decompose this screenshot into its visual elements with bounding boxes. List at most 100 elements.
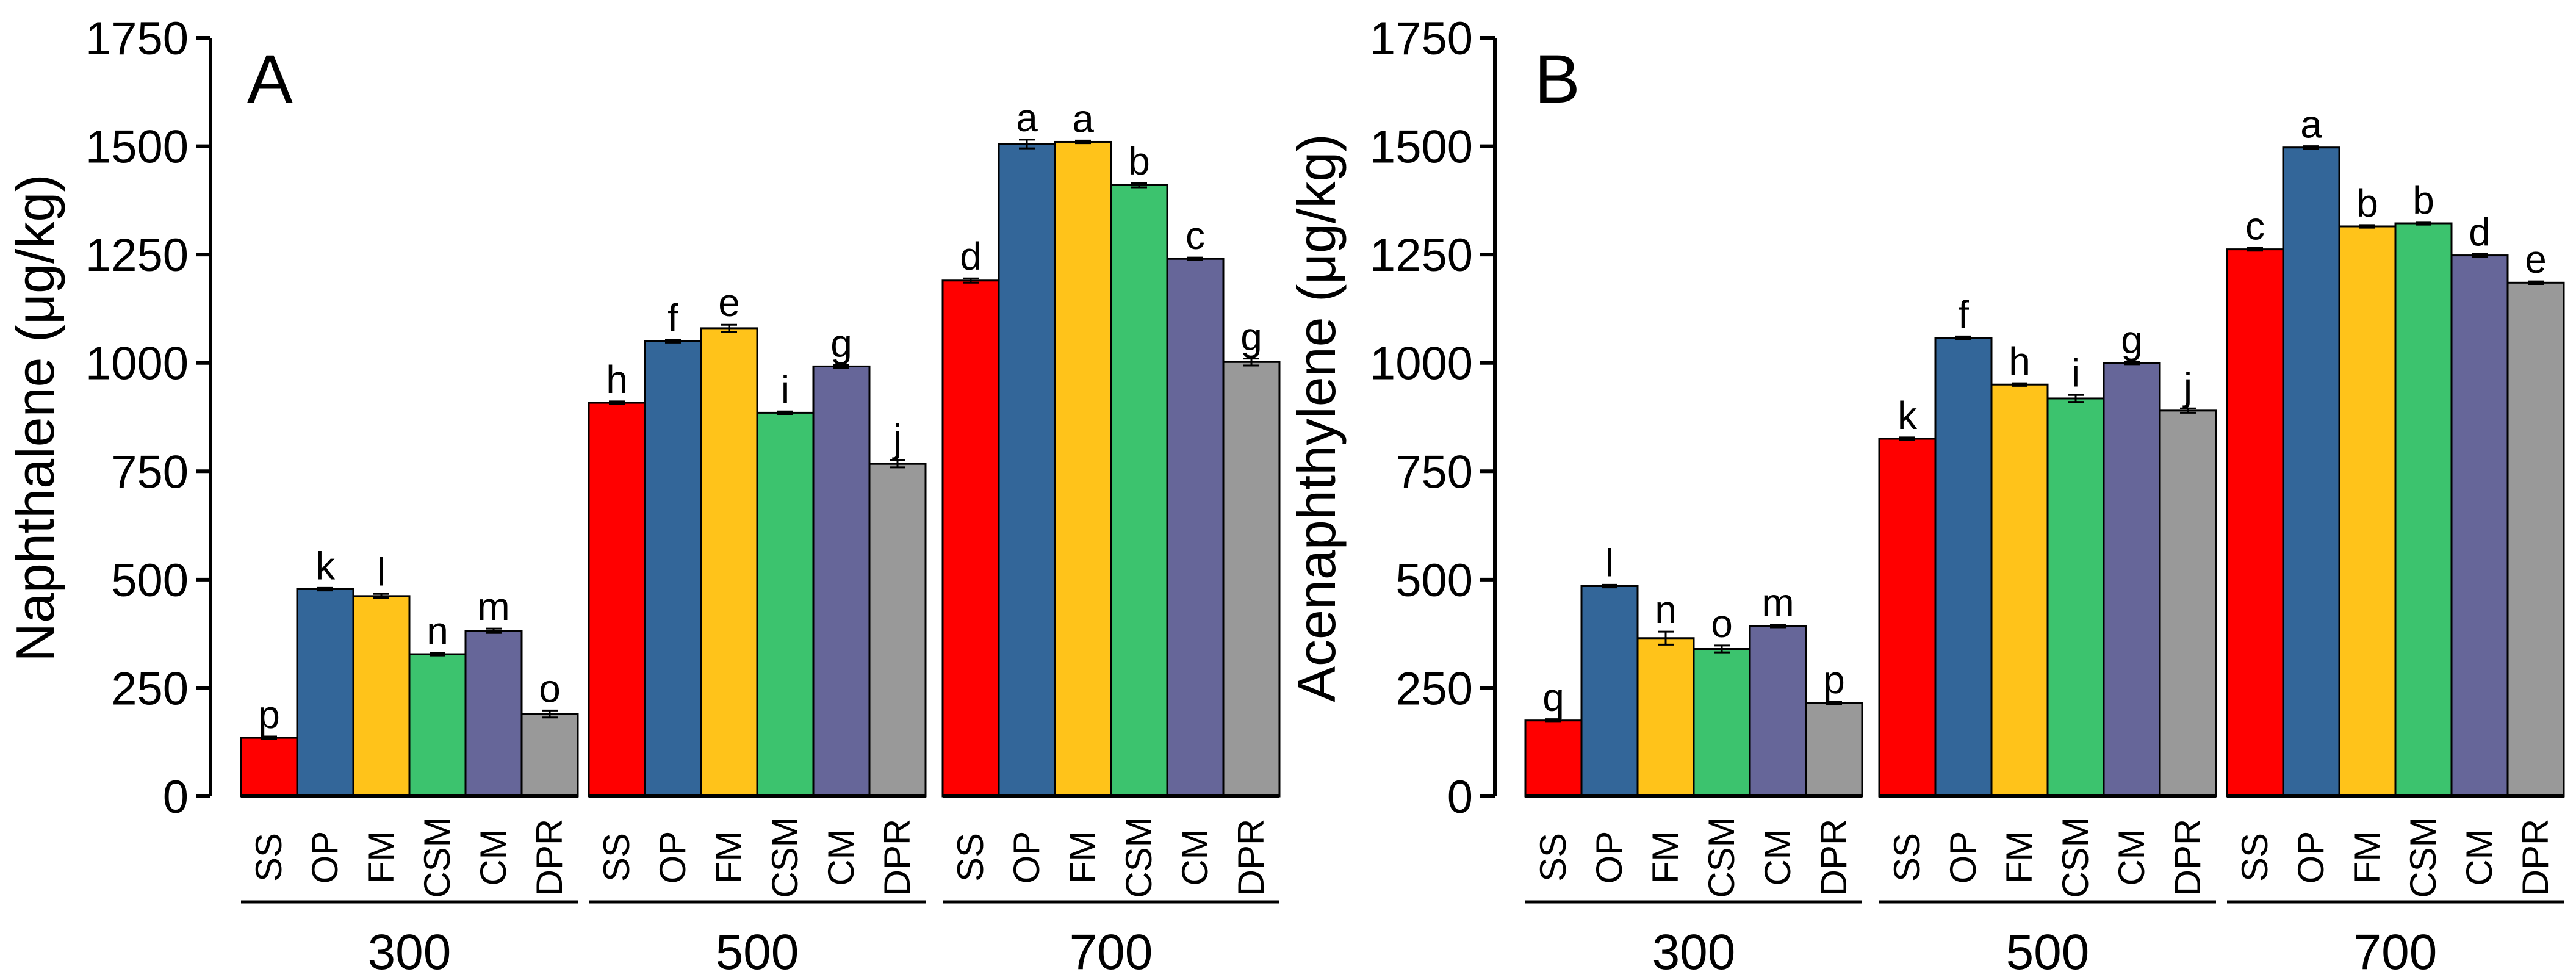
- significance-letter: n: [1655, 588, 1677, 632]
- category-label: FM: [2347, 831, 2387, 884]
- group-label-300: 300: [368, 924, 452, 980]
- significance-letter: n: [426, 609, 448, 653]
- group-label-500: 500: [716, 924, 799, 980]
- significance-letter: o: [1711, 602, 1733, 646]
- bar-700-op: [2282, 146, 2340, 798]
- category-label: CSM: [1118, 816, 1159, 898]
- y-tick-label: 1000: [1370, 338, 1473, 390]
- category-label: SS: [1887, 833, 1927, 882]
- category-label: CSM: [1701, 816, 1742, 898]
- significance-letter: a: [1072, 96, 1094, 140]
- bar-300-cm: [1749, 625, 1807, 798]
- significance-letter: m: [1761, 581, 1794, 625]
- category-label: CM: [2459, 829, 2500, 885]
- bar-500-csm: [756, 411, 815, 798]
- category-label: CM: [473, 829, 514, 885]
- category-label: SS: [950, 833, 991, 882]
- group-label-700: 700: [2354, 924, 2437, 980]
- category-label: OP: [652, 831, 693, 884]
- category-label: FM: [708, 831, 749, 884]
- category-label: CSM: [417, 816, 458, 898]
- significance-letter: j: [892, 417, 902, 461]
- significance-letter: g: [830, 321, 852, 365]
- significance-letter: k: [1898, 394, 1918, 438]
- category-label: CSM: [765, 816, 805, 898]
- category-label: SS: [2234, 833, 2275, 882]
- significance-letter: o: [539, 666, 561, 710]
- bar-700-ss: [2226, 248, 2284, 798]
- bar-300-dpr: [1805, 702, 1863, 798]
- y-tick-label: 0: [1447, 771, 1473, 823]
- bar-500-dpr: [868, 463, 927, 798]
- significance-letter: j: [2182, 364, 2192, 408]
- significance-letter: l: [377, 550, 386, 594]
- panel-label-b: B: [1534, 41, 1580, 117]
- category-label: OP: [304, 831, 345, 884]
- bar-300-ss: [240, 737, 298, 798]
- category-label: OP: [1589, 831, 1630, 884]
- bar-300-fm: [1636, 637, 1695, 798]
- bar-500-dpr: [2159, 409, 2217, 798]
- significance-letter: f: [1958, 292, 1969, 336]
- bar-500-op: [644, 340, 702, 798]
- y-axis-title-b: Acenaphthylene (μg/kg): [1286, 134, 1347, 702]
- significance-letter: c: [1185, 214, 1205, 258]
- category-label: DPR: [2167, 819, 2208, 896]
- bar-300-csm: [408, 653, 467, 798]
- bar-300-csm: [1693, 648, 1751, 798]
- significance-letter: p: [1823, 658, 1845, 702]
- panel-b-acenaphthylene-chart: 0 250 500 750 1000 1250 1500 1750 Acenaphthylene…: [1286, 13, 2565, 980]
- bar-500-ss: [1878, 438, 1937, 798]
- bar-300-ss: [1524, 719, 1583, 798]
- category-label: FM: [1999, 831, 2040, 884]
- y-tick-label: 1500: [85, 121, 189, 173]
- category-label: DPR: [1231, 819, 1272, 896]
- bar-300-op: [296, 588, 354, 798]
- significance-letter: b: [2356, 181, 2378, 225]
- significance-letter: h: [2009, 339, 2031, 383]
- bar-700-fm: [2338, 225, 2397, 798]
- significance-letter: i: [781, 367, 790, 411]
- panel-a-naphthalene-chart: 0 250 500 750 1000 1250 1500 1750 Naphthalene (μ…: [5, 13, 1281, 980]
- y-tick-label: 750: [111, 446, 189, 498]
- bar-700-cm: [1166, 258, 1225, 798]
- category-label: OP: [1943, 831, 1984, 884]
- category-label: CSM: [2055, 816, 2096, 898]
- category-label: FM: [361, 831, 401, 884]
- y-tick-label: 250: [1395, 663, 1473, 715]
- y-tick-label: 1250: [85, 229, 189, 281]
- y-tick-label: 1750: [1370, 13, 1473, 65]
- bar-500-ss: [588, 402, 646, 798]
- significance-letter: d: [960, 234, 982, 278]
- significance-letter: e: [2525, 237, 2547, 281]
- category-label: CSM: [2403, 816, 2444, 898]
- bar-300-dpr: [520, 713, 579, 798]
- significance-letter: g: [2121, 318, 2143, 362]
- category-label: SS: [596, 833, 637, 882]
- category-label: CM: [1175, 829, 1215, 885]
- significance-letter: k: [315, 544, 336, 588]
- significance-letter: g: [1240, 315, 1262, 359]
- bar-500-cm: [812, 365, 871, 798]
- group-label-700: 700: [1070, 924, 1153, 980]
- significance-letter: a: [2300, 103, 2322, 146]
- category-label: DPR: [529, 819, 570, 896]
- significance-letter: h: [606, 358, 628, 402]
- category-label: OP: [1006, 831, 1047, 884]
- significance-letter: q: [1542, 676, 1564, 719]
- category-label: SS: [1533, 833, 1574, 882]
- category-label: CM: [2111, 829, 2152, 885]
- bar-700-csm: [2394, 222, 2453, 798]
- bar-700-ss: [941, 279, 1000, 798]
- y-tick-label: 1500: [1370, 121, 1473, 173]
- bar-300-fm: [352, 595, 411, 798]
- panel-label-a: A: [247, 41, 293, 117]
- bar-500-op: [1934, 337, 1993, 798]
- significance-letter: e: [718, 281, 740, 325]
- significance-letter: b: [2412, 178, 2434, 222]
- significance-letter: i: [2071, 351, 2080, 395]
- y-axis-title-a: Naphthalene (μg/kg): [5, 174, 65, 661]
- category-label: DPR: [877, 819, 918, 896]
- category-label: DPR: [1813, 819, 1854, 896]
